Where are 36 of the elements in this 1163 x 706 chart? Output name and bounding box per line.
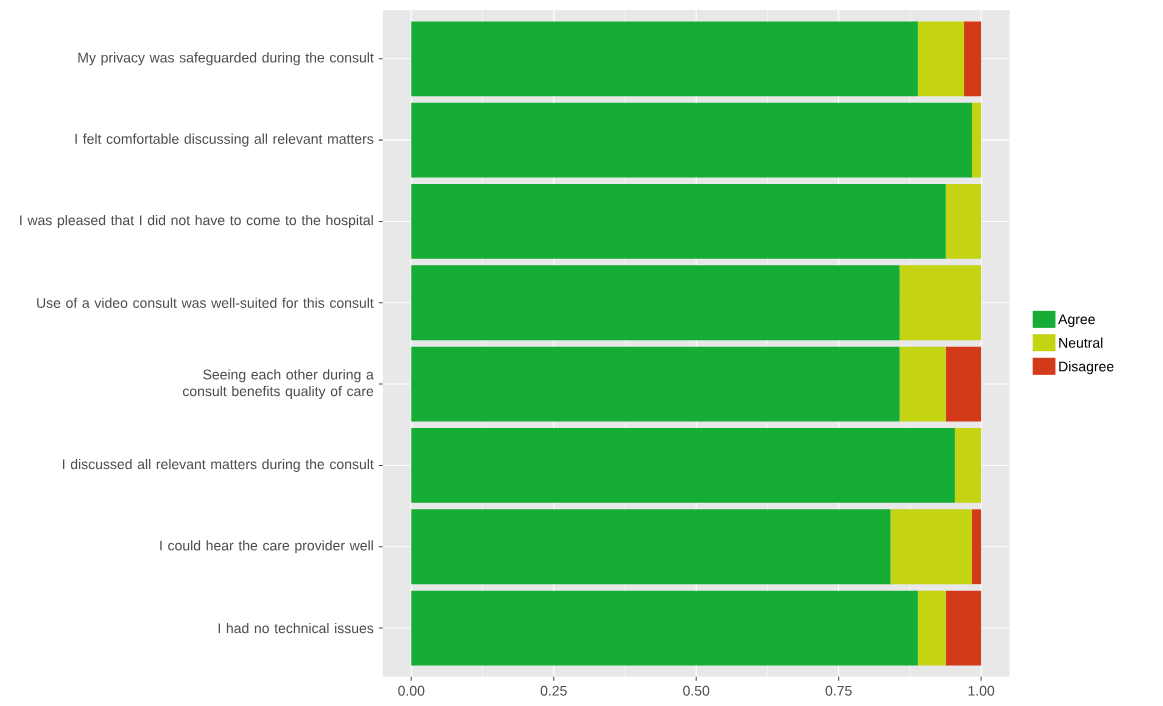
- bar: [411, 590, 918, 666]
- bar: [945, 590, 982, 666]
- x-tick-label: 0.00: [398, 685, 425, 696]
- bar: [411, 183, 946, 259]
- y-tick-label: Seeing each other during a consult benefits quality of care: [182, 369, 374, 399]
- x-tick-label: 0.50: [683, 685, 710, 696]
- legend-label: Agree: [1058, 314, 1095, 327]
- legend-label: Neutral: [1059, 337, 1103, 348]
- x-tick-label: 1.00: [968, 685, 995, 696]
- bar: [411, 509, 891, 585]
- bar: [899, 265, 982, 341]
- y-tick-label: Use of a video consult was well-suited for this consult: [37, 297, 374, 308]
- bar: [972, 509, 982, 585]
- y-tick-label: I was pleased that I did not have to come to the hospital: [20, 214, 373, 228]
- bar: [917, 21, 965, 97]
- x-tick-label: 0.75: [825, 685, 852, 696]
- y-tick-label: I could hear the care provider well: [160, 540, 373, 554]
- bar: [890, 509, 973, 585]
- bar: [899, 346, 946, 422]
- bar: [411, 265, 900, 341]
- x-tick-label: 0.25: [540, 685, 567, 696]
- y-tick-label: My privacy was safeguarded during the consult: [78, 52, 374, 66]
- y-tick-label: I had no technical issues: [218, 622, 374, 634]
- y-tick-label: I discussed all relevant matters during the consult: [63, 458, 374, 472]
- bar: [964, 21, 982, 97]
- bar: [972, 102, 982, 178]
- bar: [411, 346, 900, 422]
- bar: [917, 590, 946, 666]
- bar: [945, 346, 982, 422]
- bar: [954, 427, 982, 503]
- bar: [411, 427, 955, 503]
- legend-label: Disagree: [1059, 361, 1114, 375]
- bar: [945, 183, 982, 259]
- bar: [411, 102, 973, 178]
- bar: [411, 21, 918, 97]
- y-tick-label: I felt comfortable discussing all relevant matters: [75, 133, 374, 147]
